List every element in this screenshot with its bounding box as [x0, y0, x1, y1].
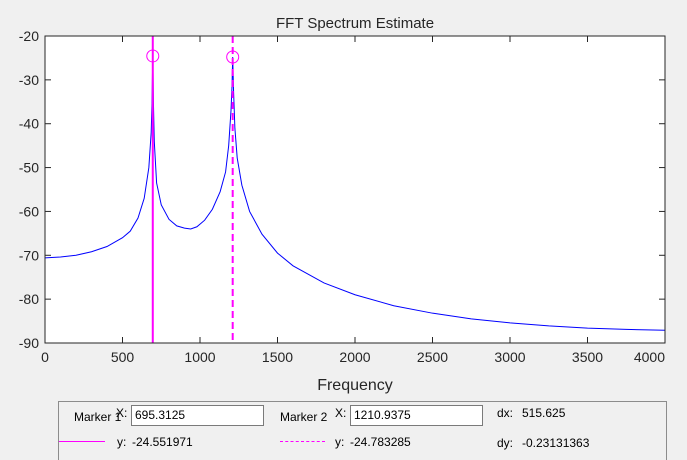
y-tick-label: -70: [19, 247, 39, 263]
x-tick-label: 2500: [417, 349, 448, 365]
x-tick-label: 3000: [494, 349, 525, 365]
spectrum-chart: FFT Spectrum Estimate 0 500 1000 1500 2000 25…: [19, 15, 666, 394]
dy-value: -0.23131363: [522, 436, 590, 450]
marker-panel: Marker 1 X: 695.3125 Marker 2 X: 1210.93…: [58, 401, 667, 460]
marker1-x-field[interactable]: 695.3125: [131, 405, 264, 426]
x-tick-label: 3500: [572, 349, 603, 365]
spectrum-series-line: [44, 55, 666, 331]
y-tick-label: -30: [19, 72, 39, 88]
dy-label: dy:: [497, 436, 514, 450]
y-tick-label: -80: [19, 291, 39, 307]
y-tick-label: -50: [19, 160, 39, 176]
marker2-y-label: y:: [335, 435, 345, 449]
x-tick-label: 2000: [339, 349, 370, 365]
y-tick-label: -90: [19, 335, 39, 351]
marker2-y-value: -24.783285: [350, 435, 411, 449]
axes-layer: 0 500 1000 1500 2000 2500 3000 3500 4000 -20 -30 -4…: [19, 28, 666, 365]
x-axis-label: Frequency: [317, 377, 393, 394]
lines-layer: [44, 36, 666, 343]
plot-background: [45, 36, 665, 343]
chart-title: FFT Spectrum Estimate: [276, 15, 434, 32]
marker1-y-label: y:: [117, 435, 127, 449]
marker2-x-label: X:: [335, 406, 347, 420]
x-tick-label: 500: [111, 349, 135, 365]
y-tick-label: -60: [19, 203, 39, 219]
x-tick-label: 0: [41, 349, 49, 365]
marker2-x-field[interactable]: 1210.9375: [350, 405, 483, 426]
marker-2-point[interactable]: [226, 50, 240, 64]
marker2-label: Marker 2: [280, 410, 328, 424]
marker-1-point[interactable]: [146, 49, 160, 63]
marker1-y-value: -24.551971: [132, 435, 193, 449]
marker2-line-sample: [280, 441, 325, 442]
dx-label: dx:: [497, 406, 514, 420]
x-tick-label: 1000: [184, 349, 215, 365]
y-tick-label: -40: [19, 116, 39, 132]
x-tick-label: 1500: [262, 349, 293, 365]
marker1-label: Marker 1: [74, 410, 122, 424]
dx-value: 515.625: [522, 406, 566, 420]
x-tick-label: 4000: [634, 349, 665, 365]
y-tick-label: -20: [19, 28, 39, 44]
marker1-line-sample: [59, 441, 105, 442]
marker1-x-label: X:: [116, 406, 128, 420]
